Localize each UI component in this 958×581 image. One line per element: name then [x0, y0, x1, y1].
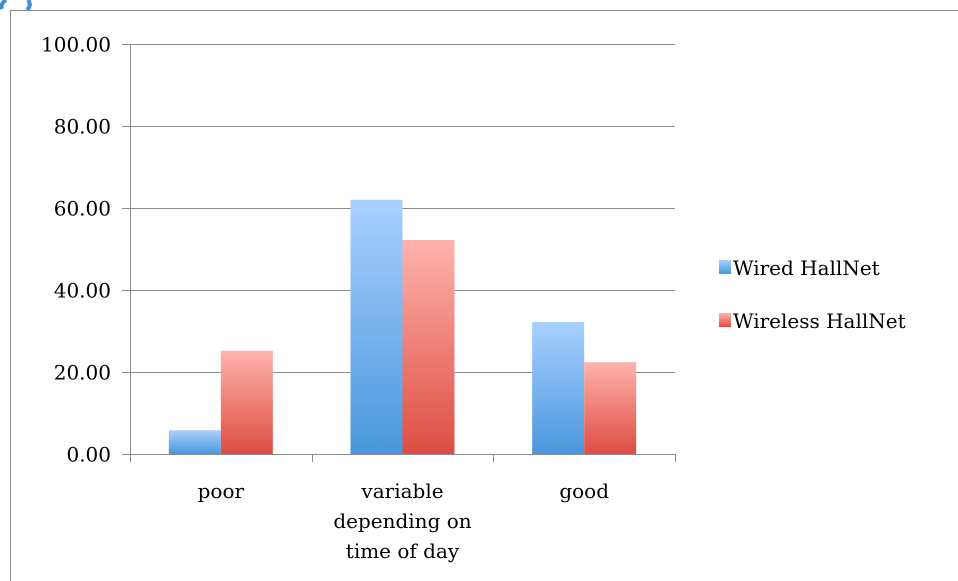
- x-category-label: good: [559, 479, 609, 503]
- legend: Wired HallNet Wireless HallNet: [719, 256, 906, 333]
- legend-label-wireless: Wireless HallNet: [733, 309, 906, 333]
- bars: [168, 199, 637, 454]
- cropped-heading-mark: [0, 0, 32, 12]
- y-tick-label: 20.00: [54, 361, 111, 385]
- legend-label-wired: Wired HallNet: [733, 256, 880, 280]
- x-category-label: poor: [198, 479, 245, 503]
- bar-wireless-1: [402, 239, 455, 454]
- bar-wired-0: [168, 430, 221, 454]
- y-tick-label: 100.00: [41, 33, 111, 57]
- bar-wired-2: [532, 321, 585, 454]
- y-tick-label: 40.00: [54, 279, 111, 303]
- bar-wireless-0: [220, 350, 273, 454]
- x-category-label: depending on: [333, 509, 471, 533]
- y-tick-label: 60.00: [54, 197, 111, 221]
- bar-wireless-2: [584, 362, 637, 454]
- axes: [122, 44, 676, 462]
- x-axis-category-labels: poor variable depending on time of day good: [198, 479, 610, 563]
- x-category-label: time of day: [346, 539, 460, 563]
- x-category-label: variable: [360, 479, 443, 503]
- legend-swatch-wired: [719, 260, 731, 274]
- bar-wired-1: [350, 199, 403, 454]
- y-tick-label: 0.00: [66, 443, 111, 467]
- legend-swatch-wireless: [719, 313, 731, 327]
- y-tick-label: 80.00: [54, 115, 111, 139]
- y-axis-tick-labels: 0.00 20.00 40.00 60.00 80.00 100.00: [41, 33, 111, 467]
